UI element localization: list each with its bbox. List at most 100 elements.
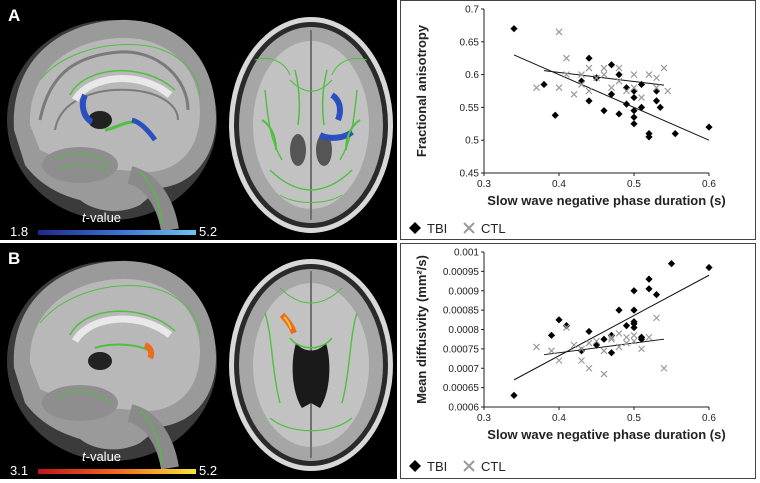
data-point-tbi bbox=[705, 263, 713, 272]
data-point-ctl bbox=[600, 71, 608, 79]
y-tick-label: 0.45 bbox=[460, 169, 480, 180]
axial-brain-a bbox=[229, 17, 393, 233]
data-point-tbi bbox=[671, 130, 679, 138]
data-point-ctl bbox=[563, 71, 570, 79]
data-point-ctl bbox=[555, 28, 563, 36]
data-point-tbi bbox=[585, 327, 593, 336]
data-point-tbi bbox=[637, 103, 646, 111]
legend-marker-ctl bbox=[463, 222, 475, 234]
data-point-ctl bbox=[623, 87, 630, 95]
data-point-ctl bbox=[608, 84, 615, 92]
data-point-ctl bbox=[593, 337, 600, 345]
data-point-ctl bbox=[664, 87, 672, 95]
data-point-ctl bbox=[630, 337, 638, 345]
data-point-tbi bbox=[637, 335, 646, 343]
data-point-ctl bbox=[578, 71, 585, 79]
y-tick-label: 0.001 bbox=[454, 248, 479, 259]
data-point-tbi bbox=[630, 93, 638, 102]
colorbar-title-b: t-value bbox=[82, 449, 121, 464]
y-tick-label: 0.0008 bbox=[448, 325, 479, 336]
y-tick-label: 0.0009 bbox=[448, 286, 479, 297]
y-tick-label: 0.00065 bbox=[443, 383, 480, 394]
data-point-tbi bbox=[645, 275, 653, 283]
axial-brain-b bbox=[229, 259, 393, 471]
data-point-ctl bbox=[585, 87, 593, 95]
data-point-tbi bbox=[630, 113, 638, 121]
x-tick-label: 0.3 bbox=[477, 179, 491, 190]
colorbar-min-a: 1.8 bbox=[10, 224, 29, 239]
colorbar-title-rest-b: -value bbox=[85, 449, 122, 464]
data-point-tbi bbox=[607, 61, 616, 69]
colorbar-title-a: t-value bbox=[82, 210, 121, 225]
data-point-ctl bbox=[555, 84, 563, 92]
data-point-ctl bbox=[630, 71, 638, 79]
data-point-ctl bbox=[645, 333, 653, 341]
colorbar-title-italic-b: t bbox=[82, 449, 86, 464]
data-point-ctl bbox=[615, 329, 623, 337]
data-point-ctl bbox=[653, 74, 660, 82]
brain-illustration-a bbox=[7, 17, 393, 233]
data-point-ctl bbox=[585, 64, 593, 72]
data-point-tbi bbox=[630, 320, 638, 328]
data-point-ctl bbox=[600, 64, 608, 72]
x-axis-label: Slow wave negative phase duration (s) bbox=[487, 427, 725, 442]
panel-a: A t-value 1.8 5.2 0.45 0.5 0.55 0.6 0.65 0.7 0… bbox=[0, 0, 760, 240]
data-point-tbi bbox=[622, 100, 631, 108]
y-tick-label: 0.55 bbox=[460, 103, 480, 114]
data-point-tbi bbox=[630, 323, 638, 332]
colorbar-min-b: 3.1 bbox=[10, 463, 29, 478]
legend-label-ctl: CTL bbox=[481, 221, 506, 236]
sagittal-brain-b bbox=[7, 260, 217, 470]
legend-marker-tbi bbox=[409, 222, 421, 234]
data-point-ctl bbox=[608, 335, 615, 343]
colorbar-b bbox=[38, 469, 196, 474]
sagittal-brain-a bbox=[7, 19, 217, 232]
y-axis-label: Mean diffusivity (mm²/s) bbox=[414, 255, 429, 404]
y-tick-label: 0.7 bbox=[465, 5, 479, 16]
data-point-tbi bbox=[577, 347, 586, 355]
data-point-ctl bbox=[570, 341, 578, 349]
data-point-tbi bbox=[652, 291, 661, 299]
data-point-tbi bbox=[510, 25, 518, 33]
data-point-ctl bbox=[548, 347, 555, 355]
data-point-ctl bbox=[555, 357, 563, 364]
brain-images-b: B t-value 3.1 5.2 bbox=[0, 243, 397, 479]
scatter-plot-a: 0.45 0.5 0.55 0.6 0.65 0.7 0.3 0.4 0.5 0.6 Slow wa… bbox=[409, 5, 726, 236]
data-point-tbi bbox=[540, 80, 548, 89]
data-point-ctl bbox=[578, 357, 585, 364]
data-point-ctl bbox=[615, 343, 623, 351]
data-point-tbi bbox=[551, 111, 559, 119]
data-point-ctl bbox=[638, 345, 645, 353]
panel-letter-b: B bbox=[8, 249, 21, 268]
x-tick-label: 0.6 bbox=[702, 413, 716, 424]
data-point-ctl bbox=[645, 71, 653, 79]
data-point-tbi bbox=[645, 133, 653, 141]
data-point-ctl bbox=[608, 333, 615, 341]
chart-a: 0.45 0.5 0.55 0.6 0.65 0.7 0.3 0.4 0.5 0.6 Slow wa… bbox=[400, 0, 756, 240]
y-axis-label: Fractional anisotropy bbox=[414, 24, 429, 157]
y-tick-label: 0.6 bbox=[465, 70, 479, 81]
legend-label-tbi: TBI bbox=[427, 459, 447, 474]
data-point-ctl bbox=[660, 64, 668, 72]
y-tick-label: 0.00095 bbox=[443, 267, 480, 278]
trend-line-ctl bbox=[543, 338, 665, 356]
x-tick-label: 0.4 bbox=[552, 179, 566, 190]
brain-images-a: A t-value 1.8 5.2 bbox=[0, 0, 397, 240]
data-point-ctl bbox=[593, 74, 600, 82]
data-point-ctl bbox=[563, 54, 570, 62]
data-point-tbi bbox=[630, 120, 638, 128]
data-point-ctl bbox=[653, 84, 660, 92]
data-point-ctl bbox=[533, 343, 540, 351]
data-point-tbi bbox=[656, 103, 664, 111]
trend-line-tbi bbox=[513, 274, 710, 381]
data-point-tbi bbox=[562, 322, 571, 330]
panel-letter-a: A bbox=[8, 6, 21, 25]
data-point-ctl bbox=[578, 345, 585, 353]
brain-illustration-b bbox=[7, 259, 393, 471]
data-point-tbi bbox=[630, 107, 638, 115]
data-point-tbi bbox=[615, 306, 623, 314]
colorbar-max-b: 5.2 bbox=[199, 463, 218, 478]
data-point-ctl bbox=[585, 364, 593, 372]
data-point-ctl bbox=[623, 339, 630, 347]
data-point-tbi bbox=[705, 123, 713, 131]
